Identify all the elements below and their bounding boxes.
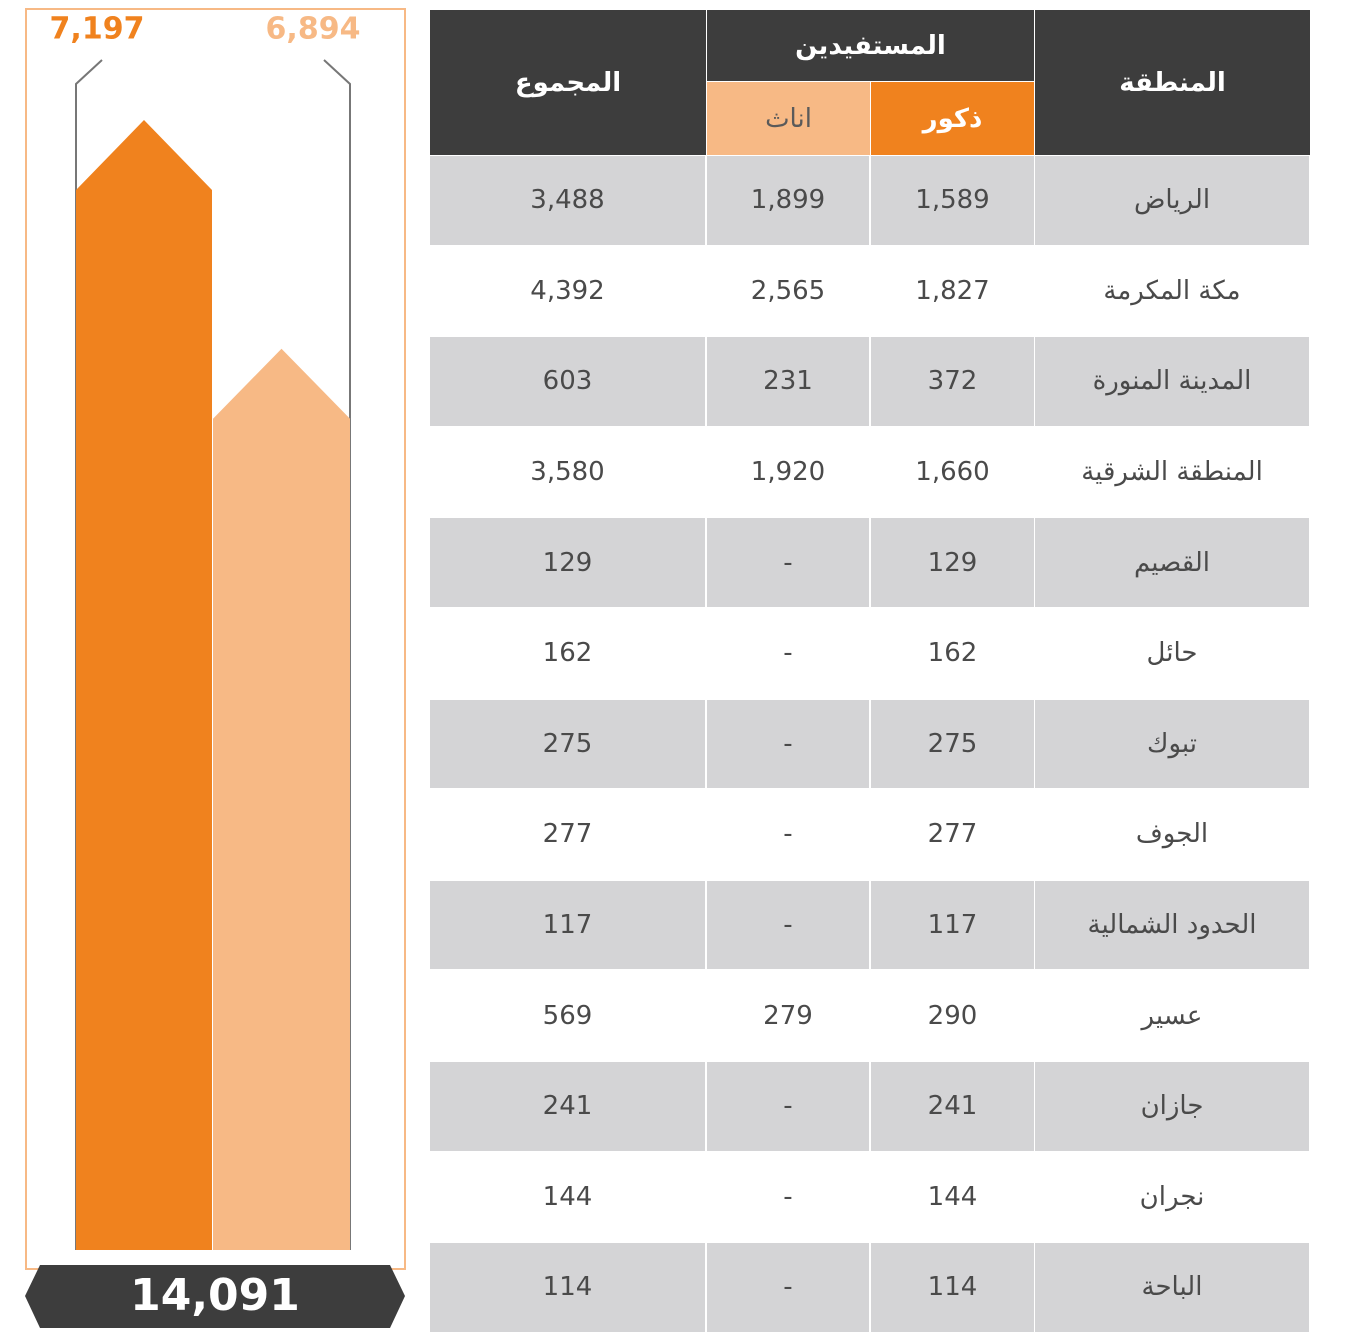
table-cell: 241 bbox=[871, 1062, 1034, 1151]
total-label: 14,091 bbox=[130, 1270, 300, 1321]
bar bbox=[76, 120, 212, 1250]
table-cell: 277 bbox=[430, 790, 705, 879]
header-cell: المستفيدين bbox=[707, 10, 1034, 81]
table-cell: - bbox=[707, 790, 869, 879]
table-cell: عسير bbox=[1035, 971, 1309, 1060]
table-cell: 1,660 bbox=[871, 427, 1034, 517]
table-cell: 114 bbox=[430, 1243, 705, 1332]
value-label: 7,197 bbox=[50, 12, 145, 47]
table-cell: 290 bbox=[871, 971, 1034, 1060]
table-cell: 144 bbox=[430, 1152, 705, 1242]
table-cell: - bbox=[707, 1243, 869, 1332]
table-cell: - bbox=[707, 880, 869, 970]
table-cell: 129 bbox=[430, 518, 705, 607]
table-cell: تبوك bbox=[1035, 699, 1309, 789]
table-cell: 277 bbox=[871, 790, 1034, 879]
table-cell: 114 bbox=[871, 1243, 1034, 1332]
chart: 14,091 7,197 6,894 bbox=[25, 8, 406, 1328]
table-cell: 1,589 bbox=[871, 156, 1034, 245]
table-cell: 3,488 bbox=[430, 156, 705, 245]
table-cell: 2,565 bbox=[707, 246, 869, 336]
table-cell: 241 bbox=[430, 1062, 705, 1151]
table-cell: الباحة bbox=[1035, 1243, 1309, 1332]
table-cell: - bbox=[707, 518, 869, 607]
table-cell: 162 bbox=[430, 609, 705, 698]
value-label: 6,894 bbox=[266, 12, 361, 47]
total-banner bbox=[25, 1265, 405, 1328]
table-cell: 603 bbox=[430, 337, 705, 426]
table-cell: الرياض bbox=[1035, 156, 1309, 245]
table-cell: - bbox=[707, 609, 869, 698]
header-cell: المنطقة bbox=[1035, 10, 1310, 155]
table-cell: الجوف bbox=[1035, 790, 1309, 879]
table-cell: حائل bbox=[1035, 609, 1309, 698]
table-cell: المنطقة الشرقية bbox=[1035, 427, 1309, 517]
table-cell: 4,392 bbox=[430, 246, 705, 336]
table-cell: 117 bbox=[430, 880, 705, 970]
table-cell: 1,827 bbox=[871, 246, 1034, 336]
table-cell: 1,920 bbox=[707, 427, 869, 517]
table-cell: المدينة المنورة bbox=[1035, 337, 1309, 426]
table-cell: - bbox=[707, 699, 869, 789]
table-cell: الحدود الشمالية bbox=[1035, 880, 1309, 970]
table-cell: 3,580 bbox=[430, 427, 705, 517]
table-cell: 129 bbox=[871, 518, 1034, 607]
table-cell: نجران bbox=[1035, 1152, 1309, 1242]
table-cell: 144 bbox=[871, 1152, 1034, 1242]
table-cell: 162 bbox=[871, 609, 1034, 698]
table-cell: 569 bbox=[430, 971, 705, 1060]
table-cell: - bbox=[707, 1062, 869, 1151]
header-cell: ذكور bbox=[871, 82, 1034, 155]
header-cell: اناث bbox=[707, 82, 870, 155]
table-cell: 231 bbox=[707, 337, 869, 426]
table-cell: 1,899 bbox=[707, 156, 869, 245]
table-cell: جازان bbox=[1035, 1062, 1309, 1151]
header-cell: المجموع bbox=[430, 10, 706, 155]
table-cell: 275 bbox=[430, 699, 705, 789]
table-cell: مكة المكرمة bbox=[1035, 246, 1309, 336]
table-cell: القصيم bbox=[1035, 518, 1309, 607]
table-cell: 275 bbox=[871, 699, 1034, 789]
bar bbox=[213, 348, 350, 1250]
table-cell: 117 bbox=[871, 880, 1034, 970]
table-cell: 372 bbox=[871, 337, 1034, 426]
table-cell: - bbox=[707, 1152, 869, 1242]
table-cell: 279 bbox=[707, 971, 869, 1060]
